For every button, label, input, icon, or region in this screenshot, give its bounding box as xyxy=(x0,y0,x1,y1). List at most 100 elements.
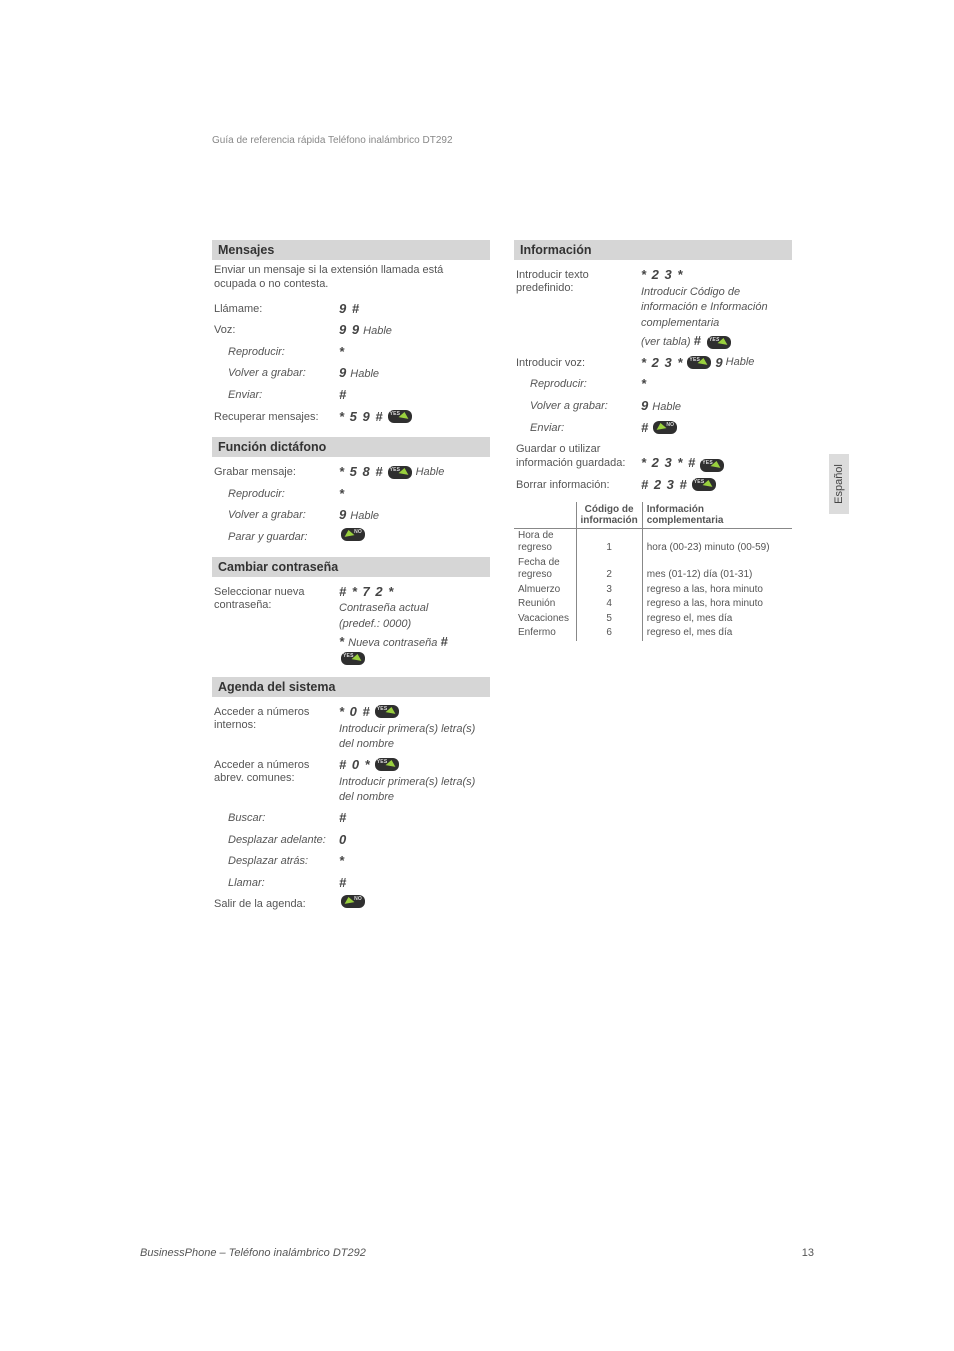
voz-label: Voz: xyxy=(214,321,339,337)
intro-txt-l1: Introducir texto xyxy=(516,269,589,281)
informacion-title: Información xyxy=(514,240,792,260)
reproducir-m-label: Reproducir: xyxy=(214,343,339,359)
dictafono-title: Función dictáfono xyxy=(212,437,490,457)
volver-i-code: 9 xyxy=(641,398,649,413)
no-button-icon xyxy=(341,528,365,541)
desp-at-code: * xyxy=(339,853,345,868)
intro-txt-n3: complementaria xyxy=(641,316,790,331)
language-tab-text: Español xyxy=(833,464,845,504)
llamar-label: Llamar: xyxy=(214,874,339,890)
cambiar-title: Cambiar contraseña xyxy=(212,557,490,577)
borrar-code: # 2 3 # xyxy=(641,476,688,494)
llamame-code: 9 # xyxy=(339,301,360,316)
enviar-m-label: Enviar: xyxy=(214,386,339,402)
row-volver-m: Volver a grabar: 9 Hable xyxy=(212,362,490,384)
llamame-label: Llámame: xyxy=(214,300,339,316)
intro-txt-n2: información e Información xyxy=(641,300,790,315)
info-code-table: Código deinformación Informacióncompleme… xyxy=(514,502,792,641)
language-tab: Español xyxy=(829,454,849,514)
parar-label: Parar y guardar: xyxy=(214,528,339,544)
acc-int-l2: internos: xyxy=(214,719,256,731)
dictafono-block: Función dictáfono Grabar mensaje: * 5 8 … xyxy=(212,437,490,546)
yes-button-icon xyxy=(375,758,399,771)
row-enviar-i: Enviar: # xyxy=(514,417,792,439)
enviar-i-label: Enviar: xyxy=(516,419,641,435)
grabar-label: Grabar mensaje: xyxy=(214,463,339,479)
intro-txt-n4a: (ver tabla) xyxy=(641,336,694,348)
grabar-speak: Hable xyxy=(416,465,445,480)
guardar-l1: Guardar o utilizar xyxy=(516,443,600,455)
row-reproducir-m: Reproducir: * xyxy=(212,341,490,363)
recuperar-label: Recuperar mensajes: xyxy=(214,408,339,424)
no-button-icon xyxy=(341,895,365,908)
volver-m-label: Volver a grabar: xyxy=(214,364,339,380)
table-row: Almuerzo3regreso a las, hora minuto xyxy=(514,583,792,598)
intro-voz-code2: 9 xyxy=(715,354,723,372)
row-llamame: Llámame: 9 # xyxy=(212,298,490,320)
table-row: Reunión4regreso a las, hora minuto xyxy=(514,597,792,612)
row-intro-txt: Introducir texto predefinido: * 2 3 * In… xyxy=(514,264,792,352)
desp-at-label: Desplazar atrás: xyxy=(214,852,339,868)
intro-voz-speak: Hable xyxy=(726,355,755,370)
cambiar-l2: contraseña: xyxy=(214,599,271,611)
row-buscar: Buscar: # xyxy=(212,807,490,829)
volver-i-label: Volver a grabar: xyxy=(516,397,641,413)
voz-speak: Hable xyxy=(360,325,392,337)
cambiar-c4b: Nueva contraseña xyxy=(345,637,440,649)
intro-voz-label: Introducir voz: xyxy=(516,354,641,370)
buscar-code: # xyxy=(339,810,347,825)
guardar-label: Guardar o utilizar información guardada: xyxy=(516,440,641,469)
acc-abr-l1: Acceder a números xyxy=(214,759,309,771)
row-reproducir-d: Reproducir: * xyxy=(212,483,490,505)
cambiar-note2: (predef.: 0000) xyxy=(339,617,488,632)
row-recuperar: Recuperar mensajes: * 5 9 # xyxy=(212,406,490,428)
intro-txt-n1: Introducir Código de xyxy=(641,285,790,300)
grabar-code: * 5 8 # xyxy=(339,463,384,481)
acc-int-l1: Acceder a números xyxy=(214,706,309,718)
row-voz: Voz: 9 9 Hable xyxy=(212,319,490,341)
enviar-m-code: # xyxy=(339,387,347,402)
acc-abr-l2: abrev. comunes: xyxy=(214,772,295,784)
yes-button-icon xyxy=(692,478,716,491)
agenda-title: Agenda del sistema xyxy=(212,677,490,697)
acc-int-label: Acceder a números internos: xyxy=(214,703,339,732)
row-salir: Salir de la agenda: xyxy=(212,893,490,913)
mensajes-intro: Enviar un mensaje si la extensión llamad… xyxy=(212,264,490,292)
yes-button-icon xyxy=(687,356,711,369)
row-intro-voz: Introducir voz: * 2 3 * 9 Hable xyxy=(514,352,792,374)
desp-ad-code: 0 xyxy=(339,832,347,847)
agenda-block: Agenda del sistema Acceder a números int… xyxy=(212,677,490,914)
salir-label: Salir de la agenda: xyxy=(214,895,339,911)
th-blank xyxy=(514,502,576,529)
intro-voz-code: * 2 3 * xyxy=(641,354,683,372)
row-grabar: Grabar mensaje: * 5 8 # Hable xyxy=(212,461,490,483)
row-reproducir-i: Reproducir: * xyxy=(514,373,792,395)
yes-button-icon xyxy=(707,336,731,349)
guardar-code: * 2 3 * # xyxy=(641,454,696,472)
reproducir-i-label: Reproducir: xyxy=(516,375,641,391)
cambiar-l1: Seleccionar nueva xyxy=(214,586,305,598)
row-desp-ad: Desplazar adelante: 0 xyxy=(212,829,490,851)
yes-button-icon xyxy=(388,410,412,423)
reproducir-d-label: Reproducir: xyxy=(214,485,339,501)
cambiar-c4c: # xyxy=(440,634,448,649)
buscar-label: Buscar: xyxy=(214,809,339,825)
row-enviar-m: Enviar: # xyxy=(212,384,490,406)
acc-int-code: * 0 # xyxy=(339,703,371,721)
yes-button-icon xyxy=(700,459,724,472)
volver-d-label: Volver a grabar: xyxy=(214,506,339,522)
yes-button-icon xyxy=(341,652,365,665)
th-codigo: Código deinformación xyxy=(576,502,642,529)
mensajes-title: Mensajes xyxy=(212,240,490,260)
llamar-code: # xyxy=(339,875,347,890)
acc-abr-label: Acceder a números abrev. comunes: xyxy=(214,756,339,785)
recuperar-code: * 5 9 # xyxy=(339,408,384,426)
acc-abr-note: Introducir primera(s) letra(s) del nombr… xyxy=(339,775,488,805)
row-borrar: Borrar información: # 2 3 # xyxy=(514,474,792,496)
acc-abr-code: # 0 * xyxy=(339,756,371,774)
acc-int-note: Introducir primera(s) letra(s) del nombr… xyxy=(339,722,488,752)
informacion-block: Información Introducir texto predefinido… xyxy=(514,240,792,641)
cambiar-note1: Contraseña actual xyxy=(339,601,488,616)
info-table-body: Hora deregreso 1 hora (00-23) minuto (00… xyxy=(514,528,792,641)
row-volver-d: Volver a grabar: 9 Hable xyxy=(212,504,490,526)
